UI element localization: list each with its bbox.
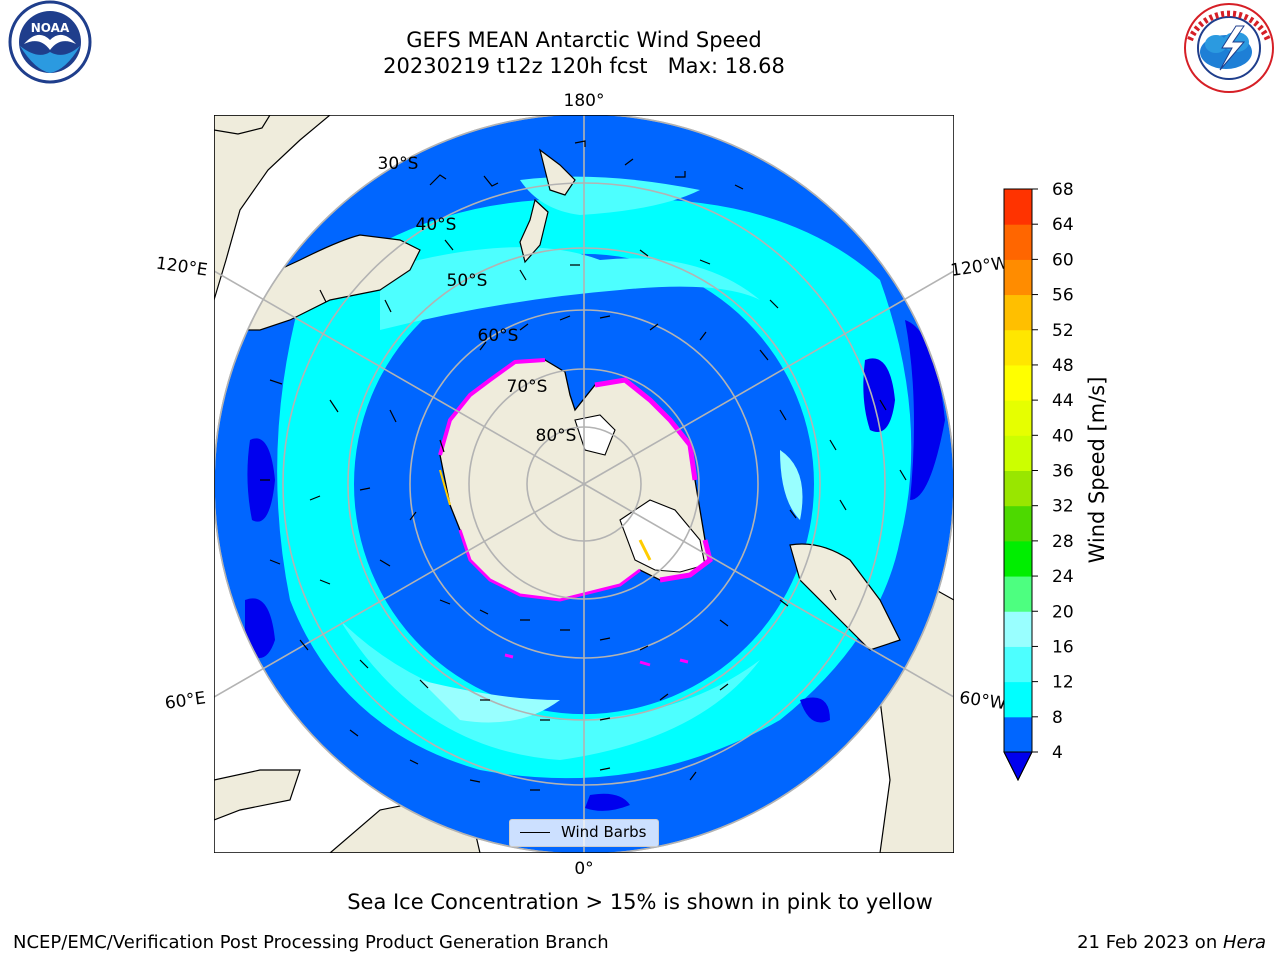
lat-label-80s: 80°S — [536, 426, 577, 446]
colorbar-segment — [1004, 681, 1032, 718]
colorbar-tick-label: 4 — [1052, 743, 1063, 763]
colorbar-segment — [1004, 470, 1032, 507]
lon-label-120w: 120°W — [949, 253, 1009, 281]
colorbar-segment — [1004, 576, 1032, 612]
land-australia-edge — [214, 115, 331, 301]
wind-barbs — [260, 140, 907, 791]
colorbar-tick-label: 40 — [1052, 426, 1074, 446]
colorbar-segment — [1004, 189, 1032, 225]
colorbar-tick-label: 24 — [1052, 567, 1074, 587]
colorbar-tick-label: 16 — [1052, 637, 1074, 657]
colorbar-tick-label: 60 — [1052, 250, 1074, 270]
lon-label-60e: 60°E — [164, 688, 207, 713]
nws-logo — [1184, 3, 1274, 93]
colorbar-segment — [1004, 364, 1032, 401]
meridian-lines — [214, 115, 954, 853]
lat-label-70s: 70°S — [507, 377, 548, 397]
wind-8-12-band — [277, 199, 912, 779]
colorbar-tick-label: 64 — [1052, 215, 1074, 235]
colorbar-segment — [1004, 646, 1032, 683]
colorbar-segment — [1004, 329, 1032, 366]
footer-date-text: 21 Feb 2023 on — [1077, 932, 1223, 953]
colorbar-tick-label: 44 — [1052, 391, 1074, 411]
lon-label-60w: 60°W — [958, 688, 1007, 714]
colorbar-extend-triangle — [1003, 751, 1033, 782]
colorbar-segment — [1004, 435, 1032, 471]
colorbar-tick-label: 68 — [1052, 180, 1074, 200]
footer-machine: Hera — [1222, 932, 1266, 953]
footer-date: 21 Feb 2023 on Hera — [1077, 932, 1266, 953]
colorbar-segment — [1004, 611, 1032, 647]
chart-subtitle: 20230219 t12z 120h fcst Max: 18.68 — [383, 54, 785, 78]
map-area — [214, 115, 954, 853]
colorbar-segment — [1004, 505, 1032, 542]
colorbar-tick-label: 52 — [1052, 321, 1074, 341]
colorbar-title: Wind Speed [m/s] — [1085, 376, 1109, 564]
colorbar-tick-label: 28 — [1052, 532, 1074, 552]
lat-label-50s: 50°S — [447, 271, 488, 291]
lon-label-180: 180° — [564, 91, 605, 111]
colorbar-tick-label: 56 — [1052, 286, 1074, 306]
colorbar-tick-label: 8 — [1052, 708, 1063, 728]
lat-label-30s: 30°S — [378, 154, 419, 174]
noaa-logo: NOAA — [8, 0, 92, 84]
land-madagascar — [214, 769, 301, 821]
lat-label-60s: 60°S — [478, 326, 519, 346]
colorbar-segment — [1004, 540, 1032, 577]
colorbar-tick-label: 36 — [1052, 462, 1074, 482]
lat-label-40s: 40°S — [416, 215, 457, 235]
sea-ice-caption: Sea Ice Concentration > 15% is shown in … — [347, 890, 933, 914]
colorbar-tick-label: 12 — [1052, 673, 1074, 693]
lon-label-120e: 120°E — [155, 254, 209, 281]
lon-label-0: 0° — [574, 859, 593, 879]
colorbar-tick-label: 32 — [1052, 497, 1074, 517]
colorbar-segment — [1004, 400, 1032, 436]
colorbar-tick-label: 48 — [1052, 356, 1074, 376]
footer-credit: NCEP/EMC/Verification Post Processing Pr… — [13, 932, 609, 953]
colorbar-segment — [1004, 259, 1032, 296]
legend-wind-barb-line — [520, 832, 550, 833]
noaa-logo-text: NOAA — [31, 21, 70, 35]
colorbar-segment — [1004, 294, 1032, 331]
legend: Wind Barbs — [509, 819, 659, 847]
chart-title: GEFS MEAN Antarctic Wind Speed — [406, 28, 762, 52]
legend-label: Wind Barbs — [561, 823, 647, 841]
colorbar-segment — [1004, 224, 1032, 260]
colorbar-tick-label: 20 — [1052, 602, 1074, 622]
colorbar-segment — [1004, 716, 1032, 753]
